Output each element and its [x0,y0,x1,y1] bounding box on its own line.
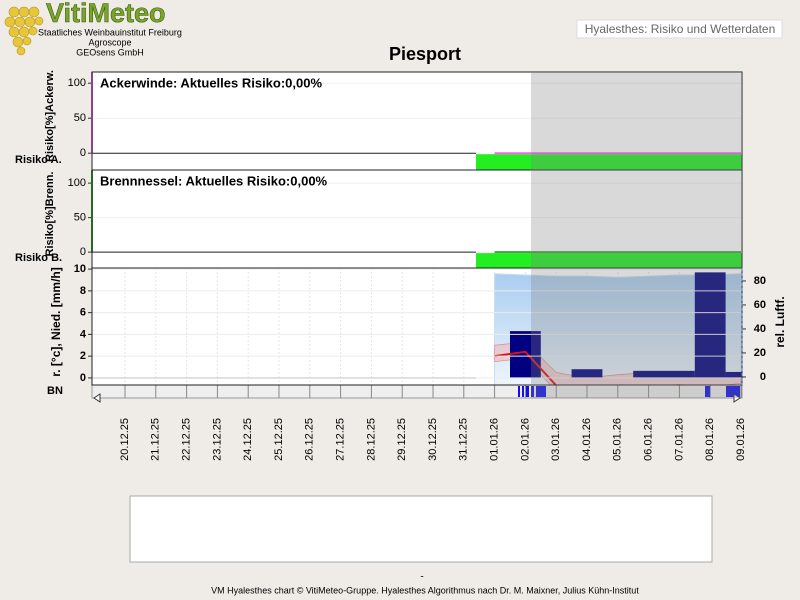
org-line: Agroscope [88,37,131,47]
y-tick-label: 10 [74,263,86,275]
humidity-area [494,273,742,385]
org-line: Staatliches Weinbauinstitut Freiburg [38,27,182,37]
y-tick-label: 0 [80,372,86,384]
x-tick-label: 21.12.25 [150,418,162,461]
x-tick-label: 28.12.25 [365,418,377,461]
logo-text: VitiMeteo [46,0,166,28]
x-tick-label: 05.01.26 [612,418,624,461]
panel-title: Ackerwinde: Aktuelles Risiko:0,00% [100,75,322,90]
leaf-wetness-mark [522,386,524,397]
y-tick-label: 50 [74,212,86,224]
panel-title: Brennnessel: Aktuelles Risiko:0,00% [100,173,328,188]
x-tick-label: 24.12.25 [242,418,254,461]
x-tick-label: 27.12.25 [335,418,347,461]
leaf-wetness-mark [726,386,740,397]
precipitation-bar [664,370,695,378]
risk-level-strip [476,253,742,268]
y-tick-label: 2 [80,350,86,362]
leaf-wetness-mark [705,386,710,397]
y-tick-label: 100 [68,177,86,189]
y-axis-label: Risiko[%]Brenn. [44,172,56,257]
y2-tick-label: 40 [754,323,766,335]
app-title: Hyalesthes: Risiko und Wetterdaten [585,22,776,36]
x-tick-label: 06.01.26 [643,418,655,461]
y-tick-label: 0 [80,246,86,258]
legend-box [129,495,713,563]
strip-arrow [93,393,741,403]
level-label: Risiko B. [15,252,62,264]
risk-level-strip [476,154,742,170]
x-tick-label: 29.12.25 [396,418,408,461]
panel-frame [91,267,743,386]
x-tick-label: 08.01.26 [704,418,716,461]
leaf-wetness-mark [536,386,546,397]
x-tick-label: 22.12.25 [181,418,193,461]
y-axis-label: Risiko[%]Ackerw. [44,70,56,162]
x-tick-label: 01.01.26 [489,418,501,461]
precipitation-bar [694,272,726,378]
footer: VM Hyalesthes chart © VitiMeteo-Gruppe. … [211,585,639,595]
x-tick-label: 07.01.26 [673,418,685,461]
precipitation-bar [571,369,603,378]
precipitation-bar [633,370,664,378]
y-tick-label: 0 [80,147,86,159]
y2-tick-label: 80 [754,275,766,287]
x-tick-label: 23.12.25 [211,418,223,461]
x-tick-label: 02.01.26 [519,418,531,461]
temperature-line [494,350,589,385]
x-tick-label: 04.01.26 [581,418,593,461]
footer-dash: - [420,572,423,583]
y2-axis-label: rel. Luftf. [773,296,787,347]
chart-title: Piesport [389,44,461,64]
leaf-wetness-mark [531,386,534,397]
x-tick-label: 25.12.25 [273,418,285,461]
y2-tick-label: 0 [760,371,766,383]
y-tick-label: 50 [74,112,86,124]
forecast-overlay [531,72,742,398]
y2-tick-label: 60 [754,299,766,311]
x-tick-label: 20.12.25 [119,418,131,461]
y-tick-label: 4 [80,328,87,340]
org-line: GEOsens GmbH [76,47,144,57]
weather-plot [92,272,742,385]
leaf-wetness-mark [526,386,529,397]
x-tick-label: 09.01.26 [735,418,747,461]
y-axis-label: r. [°c], Nied. [mm/h] [49,267,63,376]
y2-tick-label: 20 [754,347,766,359]
leaf-wetness-mark [518,386,520,397]
y-tick-label: 100 [68,77,86,89]
level-label: Risiko A. [15,154,62,166]
x-tick-label: 30.12.25 [427,418,439,461]
precipitation-bar [510,331,541,378]
app-title-box [576,19,783,39]
y-tick-label: 6 [80,307,86,319]
logo-grapes [4,6,44,56]
x-tick-label: 31.12.25 [458,418,470,461]
y-tick-label: 8 [80,285,86,297]
x-tick-label: 03.01.26 [550,418,562,461]
precipitation-bar [725,371,742,378]
strip-label: BN [47,385,63,397]
x-tick-label: 26.12.25 [304,418,316,461]
